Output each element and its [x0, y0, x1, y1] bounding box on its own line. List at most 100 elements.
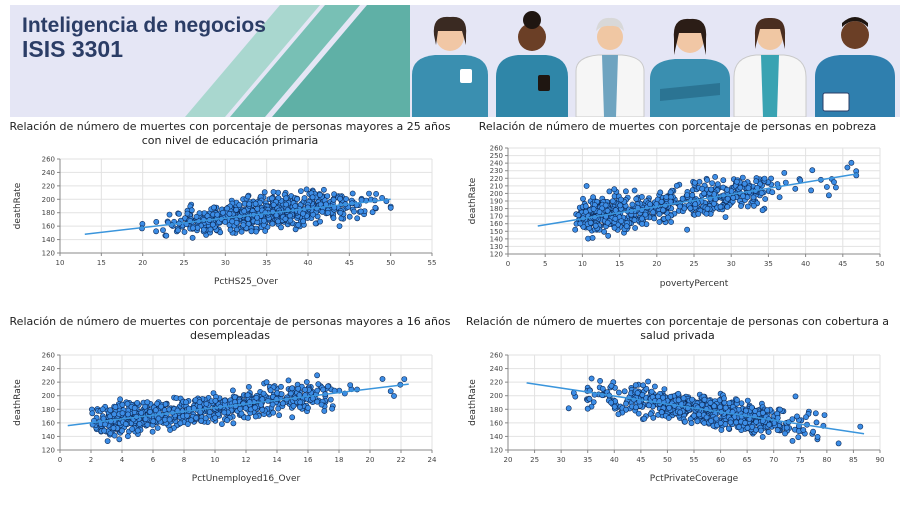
- data-point: [351, 208, 357, 215]
- x-tick-label: 0: [58, 456, 62, 464]
- data-point: [245, 384, 252, 390]
- data-point: [245, 415, 251, 421]
- data-point: [684, 226, 690, 233]
- data-point: [783, 424, 790, 431]
- data-point: [270, 409, 277, 416]
- data-point: [154, 400, 160, 407]
- data-point: [813, 419, 820, 426]
- x-tick-label: 20: [504, 456, 513, 464]
- data-point: [261, 217, 267, 224]
- data-point: [761, 175, 768, 182]
- data-point: [608, 382, 615, 389]
- trend-line: [537, 173, 858, 227]
- data-point: [166, 416, 173, 423]
- data-point: [765, 429, 772, 435]
- data-point: [207, 226, 214, 233]
- data-point: [721, 395, 727, 402]
- data-point: [677, 409, 683, 416]
- scatter-points: [89, 372, 408, 444]
- data-point: [200, 226, 207, 233]
- data-point: [221, 397, 228, 404]
- data-point: [565, 405, 572, 412]
- data-point: [275, 218, 281, 225]
- data-point: [622, 188, 629, 195]
- data-point: [651, 383, 658, 390]
- x-axis-label: PctPrivateCoverage: [650, 474, 739, 484]
- data-point: [283, 201, 289, 208]
- data-point: [639, 215, 645, 222]
- data-point: [712, 174, 718, 180]
- y-tick-label: 240: [490, 160, 503, 168]
- data-point: [369, 209, 376, 216]
- data-point: [704, 205, 711, 212]
- data-point: [190, 225, 196, 231]
- data-point: [193, 415, 199, 421]
- data-point: [696, 178, 703, 185]
- data-point: [641, 415, 648, 422]
- data-point: [668, 219, 674, 225]
- x-tick-label: 10: [211, 456, 220, 464]
- data-point: [297, 399, 304, 406]
- data-point: [337, 209, 344, 216]
- data-point: [631, 187, 638, 194]
- data-point: [650, 209, 656, 216]
- data-point: [181, 229, 188, 235]
- data-point: [717, 420, 724, 426]
- x-tick-label: 80: [822, 456, 831, 464]
- data-point: [812, 410, 819, 417]
- data-point: [295, 385, 302, 392]
- data-point: [184, 210, 191, 217]
- x-tick-label: 55: [690, 456, 699, 464]
- data-point: [346, 213, 353, 220]
- y-tick-label: 260: [42, 156, 55, 164]
- data-point: [611, 186, 618, 193]
- data-point: [278, 391, 285, 397]
- data-point: [330, 196, 337, 203]
- data-point: [617, 202, 624, 209]
- data-point: [823, 184, 830, 190]
- data-point: [142, 403, 148, 410]
- data-point: [673, 182, 680, 189]
- data-point: [742, 407, 749, 414]
- data-point: [601, 228, 607, 235]
- data-point: [570, 390, 577, 396]
- x-tick-label: 8: [182, 456, 186, 464]
- data-point: [744, 203, 751, 210]
- data-point: [357, 208, 364, 215]
- data-point: [177, 420, 184, 427]
- data-point: [695, 211, 702, 217]
- data-point: [744, 397, 751, 404]
- data-point: [154, 425, 161, 431]
- data-point: [691, 179, 698, 186]
- x-tick-label: 50: [663, 456, 672, 464]
- data-point: [717, 404, 723, 410]
- data-point: [704, 177, 710, 183]
- data-point: [658, 198, 665, 205]
- x-axis-label: PctHS25_Over: [214, 277, 278, 287]
- data-point: [317, 218, 323, 225]
- data-point: [303, 186, 310, 193]
- data-point: [278, 383, 284, 390]
- data-point: [269, 220, 276, 227]
- y-tick-label: 160: [490, 220, 503, 228]
- data-point: [857, 423, 864, 430]
- x-tick-label: 45: [838, 260, 847, 268]
- data-point: [803, 414, 809, 420]
- data-point: [252, 413, 259, 420]
- x-tick-label: 30: [727, 260, 736, 268]
- data-point: [745, 185, 752, 191]
- data-point: [301, 195, 308, 201]
- data-point: [150, 418, 157, 425]
- data-point: [329, 405, 335, 412]
- data-point: [287, 217, 294, 224]
- data-point: [222, 219, 228, 225]
- trend-line: [526, 382, 865, 435]
- data-point: [592, 222, 599, 229]
- data-point: [577, 220, 584, 227]
- data-point: [689, 192, 696, 199]
- data-point: [224, 205, 231, 212]
- data-point: [666, 405, 672, 411]
- data-point: [589, 235, 596, 241]
- data-point: [324, 210, 331, 216]
- header-title: Inteligencia de negocios: [22, 14, 266, 37]
